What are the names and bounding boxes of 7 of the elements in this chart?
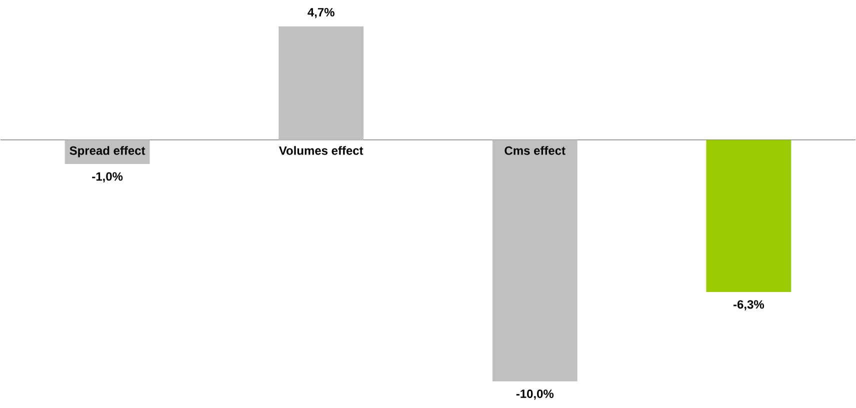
- data-label: 4,7%: [308, 8, 334, 18]
- x-tick-label: Volumes effect: [278, 146, 364, 155]
- x-tick-label: Cms effect: [504, 146, 566, 155]
- data-label: -6,3%: [734, 300, 764, 311]
- data-label: -1,0%: [92, 172, 123, 183]
- data-label: -10,0%: [516, 390, 554, 400]
- x-tick-label: Spread effect: [70, 146, 146, 158]
